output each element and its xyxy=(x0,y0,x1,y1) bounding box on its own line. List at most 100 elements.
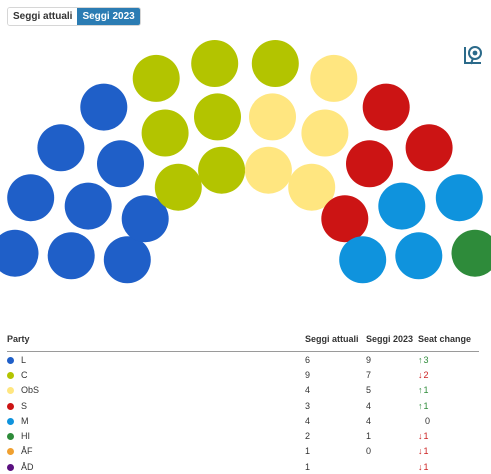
current-seats-cell: 3 xyxy=(305,398,366,413)
seat-change-cell: ↓1 xyxy=(418,444,479,459)
seat-S[interactable] xyxy=(406,124,453,171)
header-party: Party xyxy=(7,332,305,352)
seat-change-cell: ↓2 xyxy=(418,367,479,382)
seat-change-cell: ↓1 xyxy=(418,459,479,474)
seat-C[interactable] xyxy=(198,147,245,194)
party-cell: S xyxy=(7,398,305,413)
seat-C[interactable] xyxy=(155,164,202,211)
seat-change-value: 0 xyxy=(425,416,430,426)
seat-M[interactable] xyxy=(378,183,425,230)
arrow-up-icon: ↑ xyxy=(418,355,423,365)
seat-C[interactable] xyxy=(194,93,241,140)
seat-HI[interactable] xyxy=(452,230,491,277)
parliament-chart xyxy=(0,0,491,320)
party-cell: C xyxy=(7,367,305,382)
seat-L[interactable] xyxy=(80,84,127,131)
seat-change-cell: ↑1 xyxy=(418,383,479,398)
party-cell: L xyxy=(7,352,305,368)
seat-L[interactable] xyxy=(0,230,39,277)
prev-seats-cell: 4 xyxy=(366,413,418,428)
party-name: HI xyxy=(21,431,30,441)
seat-C[interactable] xyxy=(191,40,238,87)
seat-L[interactable] xyxy=(48,232,95,279)
table-header-row: Party Seggi attuali Seggi 2023 Seat chan… xyxy=(7,332,479,352)
seat-M[interactable] xyxy=(339,236,386,283)
seat-L[interactable] xyxy=(97,140,144,187)
prev-seats-cell: 1 xyxy=(366,428,418,443)
party-name: ObS xyxy=(21,385,39,395)
party-color-swatch xyxy=(7,403,14,410)
party-color-swatch xyxy=(7,372,14,379)
party-name: S xyxy=(21,401,27,411)
header-change: Seat change xyxy=(418,332,479,352)
seat-ObS[interactable] xyxy=(245,147,292,194)
party-name: M xyxy=(21,416,29,426)
seat-change-value: 2 xyxy=(424,370,429,380)
seat-ObS[interactable] xyxy=(310,55,357,102)
seat-change-value: 1 xyxy=(424,446,429,456)
seat-C[interactable] xyxy=(133,55,180,102)
seat-change-cell: ↑3 xyxy=(418,352,479,368)
party-color-swatch xyxy=(7,418,14,425)
party-name: ÅD xyxy=(21,462,34,472)
seat-change-value: 1 xyxy=(424,431,429,441)
arrow-up-icon: ↑ xyxy=(418,385,423,395)
seat-change-value: 1 xyxy=(424,401,429,411)
prev-seats-cell: 7 xyxy=(366,367,418,382)
seat-L[interactable] xyxy=(65,183,112,230)
current-seats-cell: 1 xyxy=(305,444,366,459)
seat-C[interactable] xyxy=(142,110,189,157)
party-color-swatch xyxy=(7,387,14,394)
current-seats-cell: 9 xyxy=(305,367,366,382)
prev-seats-cell: 0 xyxy=(366,444,418,459)
current-seats-cell: 4 xyxy=(305,413,366,428)
party-name: L xyxy=(21,355,26,365)
seat-M[interactable] xyxy=(395,232,442,279)
seat-L[interactable] xyxy=(104,236,151,283)
header-current: Seggi attuali xyxy=(305,332,366,352)
party-name: C xyxy=(21,370,28,380)
party-color-swatch xyxy=(7,448,14,455)
seat-L[interactable] xyxy=(37,124,84,171)
seat-M[interactable] xyxy=(436,174,483,221)
party-color-swatch xyxy=(7,357,14,364)
prev-seats-cell: 5 xyxy=(366,383,418,398)
seat-change-value: 1 xyxy=(424,462,429,472)
arrow-down-icon: ↓ xyxy=(418,446,423,456)
seat-S[interactable] xyxy=(346,140,393,187)
arrow-down-icon: ↓ xyxy=(418,370,423,380)
party-color-swatch xyxy=(7,433,14,440)
seat-L[interactable] xyxy=(7,174,54,221)
arrow-down-icon: ↓ xyxy=(418,462,423,472)
party-name: ÅF xyxy=(21,446,33,456)
current-seats-cell: 4 xyxy=(305,383,366,398)
prev-seats-cell: 9 xyxy=(366,352,418,368)
seat-S[interactable] xyxy=(321,195,368,242)
prev-seats-cell xyxy=(366,459,418,474)
seat-S[interactable] xyxy=(363,84,410,131)
seat-C[interactable] xyxy=(252,40,299,87)
prev-seats-cell: 4 xyxy=(366,398,418,413)
party-cell: ÅF xyxy=(7,444,305,459)
party-cell: ÅD xyxy=(7,459,305,474)
seat-ObS[interactable] xyxy=(301,110,348,157)
seat-table: Party Seggi attuali Seggi 2023 Seat chan… xyxy=(7,332,479,474)
arrow-up-icon: ↑ xyxy=(418,401,423,411)
header-prev: Seggi 2023 xyxy=(366,332,418,352)
current-seats-cell: 2 xyxy=(305,428,366,443)
party-cell: M xyxy=(7,413,305,428)
seat-change-cell: 0 xyxy=(418,413,479,428)
seat-ObS[interactable] xyxy=(249,93,296,140)
party-cell: ObS xyxy=(7,383,305,398)
current-seats-cell: 1 xyxy=(305,459,366,474)
party-cell: HI xyxy=(7,428,305,443)
seat-change-value: 1 xyxy=(424,385,429,395)
